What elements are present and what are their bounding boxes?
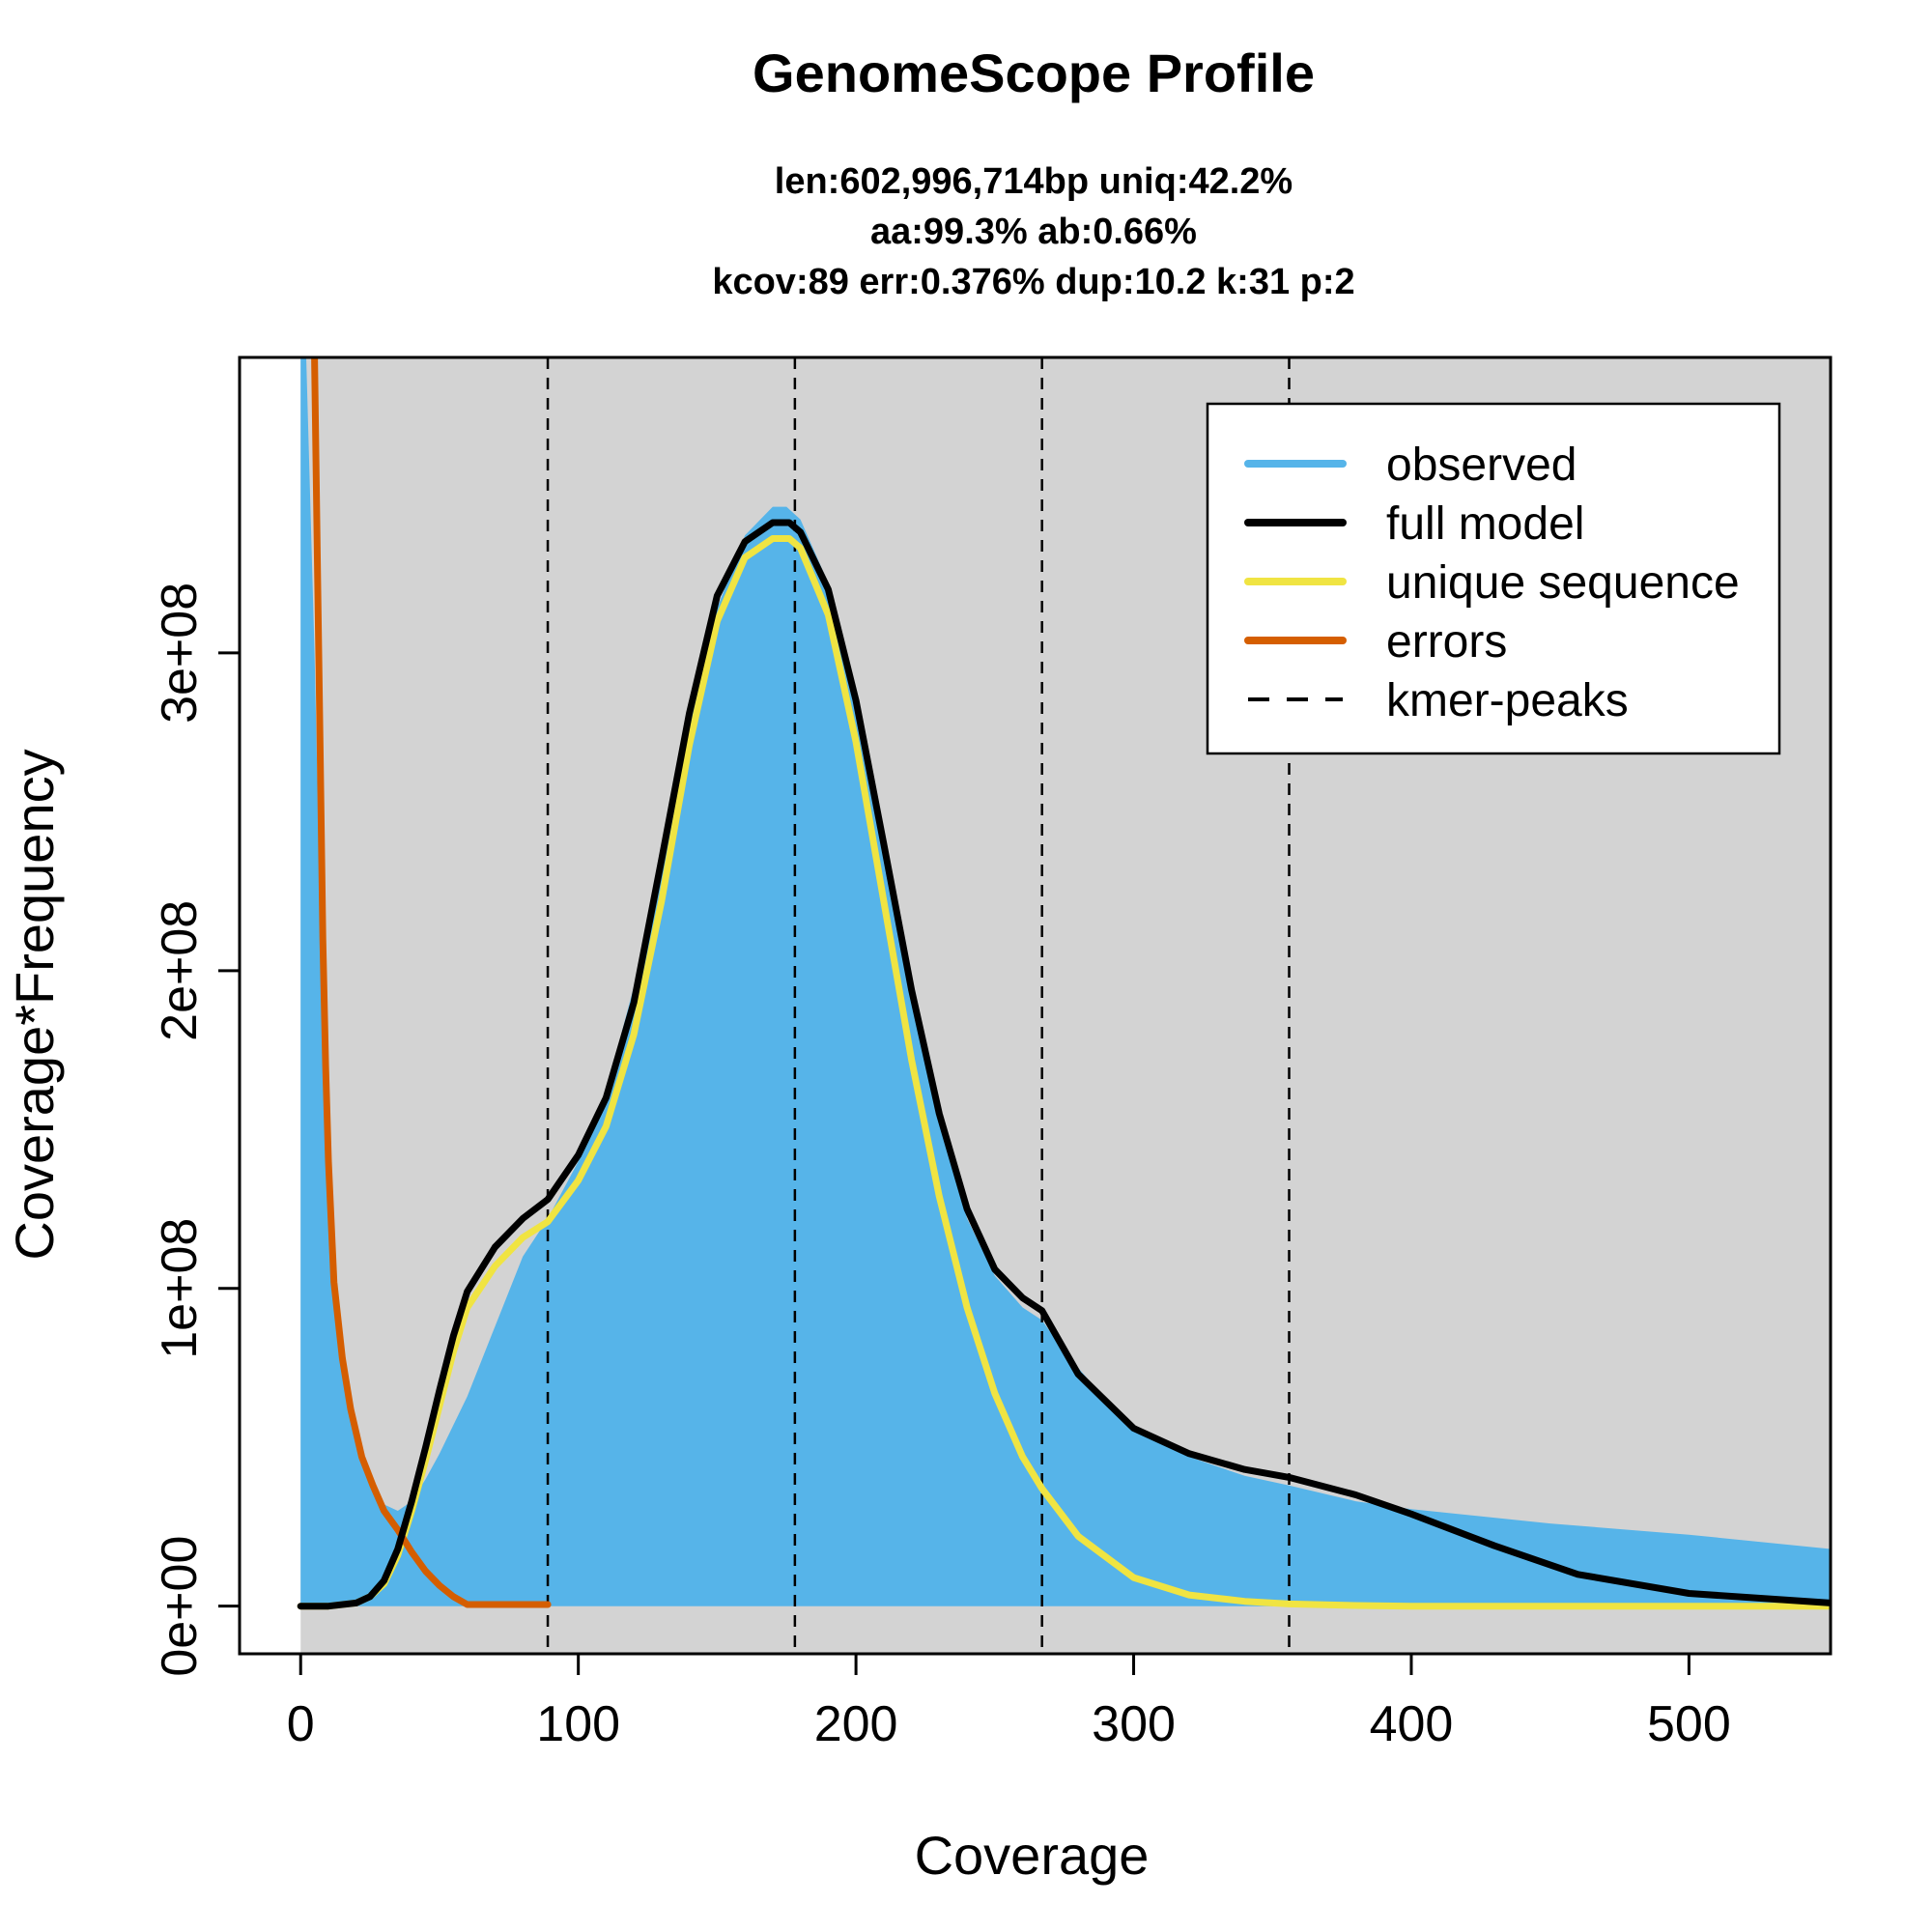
y-tick-label-1: 1e+08 <box>152 1218 208 1359</box>
observed-area <box>300 357 1831 1606</box>
x-tick-label-200: 200 <box>814 1696 898 1752</box>
chart-subtitle-line-3: kcov:89 err:0.376% dup:10.2 k:31 p:2 <box>712 262 1354 302</box>
legend-label-kmer-peaks: kmer-peaks <box>1386 675 1629 726</box>
x-tick-label-400: 400 <box>1370 1696 1454 1752</box>
legend-label-errors: errors <box>1386 616 1507 668</box>
legend-label-unique-sequence: unique sequence <box>1386 557 1740 609</box>
full-model-line <box>297 519 1831 1610</box>
y-tick-label-2: 2e+08 <box>152 900 208 1041</box>
x-tick-label-300: 300 <box>1092 1696 1176 1752</box>
y-axis-label: Coverage*Frequency <box>4 749 65 1260</box>
x-tick-label-0: 0 <box>287 1696 315 1752</box>
axes: 0 100 200 300 400 500 0e+00 1e+08 2e+08 3e+08 <box>152 355 1833 1752</box>
errors-line <box>311 357 552 1608</box>
y-tick-label-3: 3e+08 <box>152 582 208 724</box>
chart-title: GenomeScope Profile <box>753 43 1315 103</box>
chart-subtitle-line-1: len:602,996,714bp uniq:42.2% <box>775 161 1293 202</box>
plot-frame <box>238 355 1833 1656</box>
x-tick-label-100: 100 <box>536 1696 620 1752</box>
x-axis-label: Coverage <box>915 1825 1150 1886</box>
x-tick-label-500: 500 <box>1647 1696 1731 1752</box>
legend-label-full-model: full model <box>1386 498 1584 550</box>
chart-subtitle-line-2: aa:99.3% ab:0.66% <box>870 212 1197 252</box>
plot-clipped-group <box>297 357 1831 1654</box>
y-tick-label-0: 0e+00 <box>152 1536 208 1677</box>
legend: observed full model unique sequence errors k… <box>1206 402 1781 755</box>
legend-label-observed: observed <box>1386 440 1577 491</box>
